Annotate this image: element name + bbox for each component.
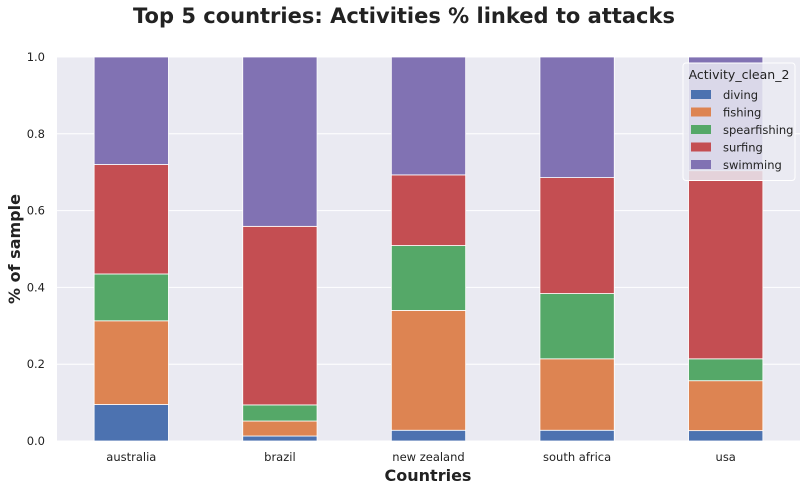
y-tick-labels: 0.0 0.2 0.4 0.6 0.8 1.0 xyxy=(27,50,45,448)
x-tick-label: new zealand xyxy=(392,450,464,464)
legend-entry: surfing xyxy=(723,141,763,155)
legend-entry: diving xyxy=(723,88,758,102)
legend-entry: fishing xyxy=(723,106,761,120)
bar-segment-spearfishing xyxy=(539,293,615,360)
x-tick-label: australia xyxy=(106,450,156,464)
bar-segment-fishing xyxy=(688,380,764,432)
bar-segment-fishing xyxy=(242,420,318,437)
bar-segment-diving xyxy=(688,430,764,442)
chart-title: Top 5 countries: Activities % linked to … xyxy=(133,4,675,28)
legend-swatch xyxy=(691,142,711,152)
legend-swatch xyxy=(691,90,711,99)
bar-segment-spearfishing xyxy=(390,245,467,311)
bar-segment-swimming xyxy=(390,56,467,176)
legend-swatch xyxy=(691,125,711,134)
bar-segment-surfing xyxy=(93,164,169,275)
bar-segment-swimming xyxy=(242,56,318,227)
bar-segment-fishing xyxy=(93,320,169,405)
y-tick-label: 0.8 xyxy=(27,127,45,141)
bar-segment-surfing xyxy=(390,174,467,246)
bar-segment-swimming xyxy=(539,56,615,178)
y-tick-label: 0.4 xyxy=(27,280,45,294)
bar-segment-diving xyxy=(539,429,615,442)
legend-swatch xyxy=(691,160,711,169)
bar-segment-spearfishing xyxy=(93,273,169,322)
bar-segment-fishing xyxy=(539,358,615,431)
x-axis-label: Countries xyxy=(385,466,472,485)
y-tick-label: 0.2 xyxy=(27,357,45,371)
legend-swatch xyxy=(691,107,711,117)
y-tick-label: 1.0 xyxy=(27,50,45,64)
legend-title: Activity_clean_2 xyxy=(689,67,790,82)
x-tick-label: brazil xyxy=(264,450,296,464)
bar-segment-spearfishing xyxy=(688,358,764,382)
x-tick-label: south africa xyxy=(543,450,611,464)
legend-entry: swimming xyxy=(723,158,782,172)
bar-segment-diving xyxy=(390,429,467,442)
y-tick-label: 0.0 xyxy=(27,434,45,448)
y-tick-label: 0.6 xyxy=(27,204,45,218)
x-tick-label: usa xyxy=(716,450,736,464)
bar-segment-diving xyxy=(242,435,318,442)
bar-segment-swimming xyxy=(93,56,169,165)
x-tick-labels: australia brazil new zealand south africa us… xyxy=(106,450,736,464)
bar-segment-diving xyxy=(93,404,169,442)
bar-segment-surfing xyxy=(539,177,615,294)
y-axis-label: % of sample xyxy=(5,194,24,304)
bar-segment-surfing xyxy=(242,225,318,406)
bar-segment-surfing xyxy=(688,170,764,360)
bar-segment-fishing xyxy=(390,310,467,431)
legend-entry: spearfishing xyxy=(723,123,793,137)
bar-segment-spearfishing xyxy=(242,404,318,422)
